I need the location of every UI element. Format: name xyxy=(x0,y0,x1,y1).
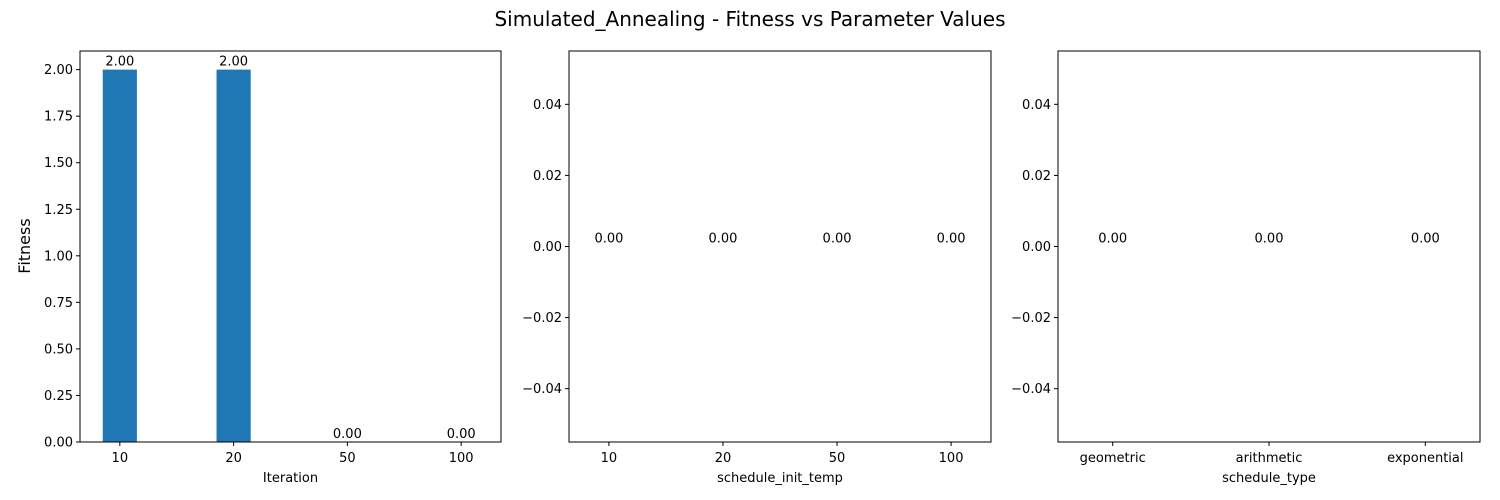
data-label: 0.00 xyxy=(823,232,852,247)
x-axis-label: Iteration xyxy=(263,471,318,486)
y-tick-label: 1.25 xyxy=(44,203,73,218)
y-tick-label: 0.25 xyxy=(44,389,73,404)
y-tick-label: −0.04 xyxy=(1011,382,1051,397)
x-tick-label: 20 xyxy=(225,451,242,466)
y-tick-label: 0.00 xyxy=(1022,240,1051,255)
bar-10 xyxy=(102,69,137,442)
data-label: 0.00 xyxy=(1411,232,1440,247)
axes-frame xyxy=(568,50,992,443)
bar-20 xyxy=(216,69,251,442)
data-label: 0.00 xyxy=(594,232,623,247)
y-tick-label: −0.04 xyxy=(522,382,562,397)
subplot-schedule-type: 0.00 0.00 0.00 −0.04 −0.02 0.00 0.02 0.04 geomet… xyxy=(1011,50,1481,486)
x-tick-label: 100 xyxy=(449,451,474,466)
x-tick-label: 20 xyxy=(715,451,732,466)
x-tick-label: exponential xyxy=(1387,451,1463,466)
x-tick-label: 50 xyxy=(829,451,846,466)
y-tick-label: 0.75 xyxy=(44,296,73,311)
x-tick-label: 10 xyxy=(601,451,618,466)
data-label: 2.00 xyxy=(105,55,134,70)
data-label: 0.00 xyxy=(708,232,737,247)
data-label: 0.00 xyxy=(1255,232,1284,247)
y-tick-label: 0.02 xyxy=(1022,169,1051,184)
x-tick-label: 50 xyxy=(339,451,356,466)
data-label: 0.00 xyxy=(447,427,476,442)
x-tick-label: arithmetic xyxy=(1236,451,1303,466)
y-tick-label: −0.02 xyxy=(1011,311,1051,326)
x-axis-label: schedule_type xyxy=(1222,471,1316,486)
y-axis-label: Fitness xyxy=(15,218,34,273)
data-label: 0.00 xyxy=(937,232,966,247)
y-tick-label: 0.00 xyxy=(533,240,562,255)
y-tick-label: 0.00 xyxy=(44,436,73,451)
data-label: 2.00 xyxy=(219,55,248,70)
subplot-schedule-init-temp: 0.00 0.00 0.00 0.00 −0.04 −0.02 0.00 0.02 0.04 10… xyxy=(522,50,992,486)
x-tick-label: 10 xyxy=(112,451,129,466)
y-tick-label: 1.75 xyxy=(44,110,73,125)
y-tick-label: 2.00 xyxy=(44,63,73,78)
y-tick-label: 0.02 xyxy=(533,169,562,184)
y-tick-label: −0.02 xyxy=(522,311,562,326)
y-tick-label: 1.50 xyxy=(44,156,73,171)
y-tick-label: 1.00 xyxy=(44,249,73,264)
axes-frame xyxy=(1057,50,1481,443)
x-tick-label: 100 xyxy=(939,451,964,466)
y-tick-label: 0.04 xyxy=(533,98,562,113)
y-tick-label: 0.04 xyxy=(1022,98,1051,113)
figure-title: Simulated_Annealing - Fitness vs Paramet… xyxy=(494,7,1005,31)
data-label: 0.00 xyxy=(1098,232,1127,247)
y-tick-label: 0.50 xyxy=(44,342,73,357)
data-label: 0.00 xyxy=(333,427,362,442)
x-axis-label: schedule_init_temp xyxy=(717,471,843,486)
x-tick-label: geometric xyxy=(1080,451,1146,466)
subplot-iteration: 2.00 2.00 0.00 0.00 0.00 0.25 0.50 0.75 1.00 1.25… xyxy=(44,50,502,486)
axes-frame xyxy=(79,50,502,443)
